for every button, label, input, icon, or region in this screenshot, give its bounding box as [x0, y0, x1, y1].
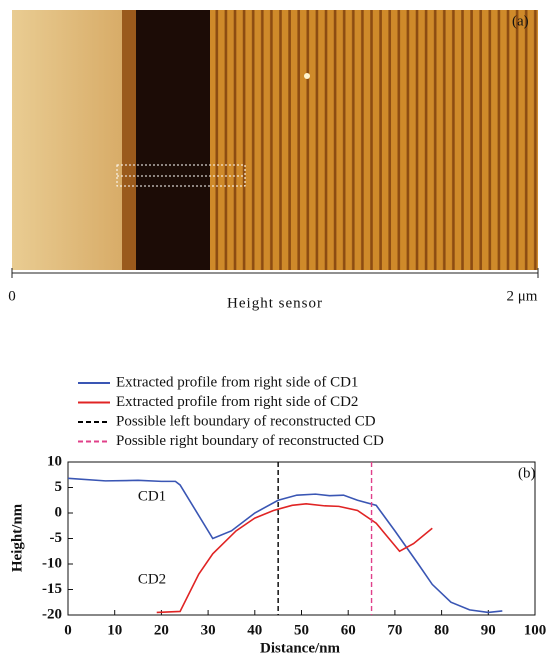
- region-stripes: [210, 10, 538, 270]
- x-tick-label: 70: [387, 622, 402, 638]
- x-tick-label: 20: [154, 622, 169, 638]
- profile-line: [156, 503, 433, 614]
- x-tick-label: 80: [434, 622, 449, 638]
- legend-label: Extracted profile from right side of CD2: [116, 394, 358, 410]
- profile-line: [67, 477, 503, 614]
- caption: Height sensor: [227, 295, 323, 311]
- legend-label: Extracted profile from right side of CD1: [116, 374, 358, 390]
- y-tick-label: -15: [42, 581, 62, 597]
- y-tick-label: -20: [42, 606, 62, 622]
- y-tick-label: 0: [55, 504, 63, 520]
- x-axis-title: Distance/nm: [260, 640, 341, 656]
- afm-image: (a) 0 2 μm Height sensor: [8, 10, 539, 311]
- y-tick-label: -10: [42, 555, 62, 571]
- legend-label: Possible left boundary of reconstructed …: [116, 413, 376, 429]
- y-tick-label: 5: [55, 479, 63, 495]
- y-tick-label: -5: [50, 530, 63, 546]
- x-tick-label: 90: [481, 622, 496, 638]
- x-tick-label: 40: [247, 622, 262, 638]
- x-tick-label: 10: [107, 622, 122, 638]
- scale-end: 2 μm: [507, 288, 538, 304]
- x-tick-label: 0: [64, 622, 72, 638]
- plot-frame: [67, 461, 536, 616]
- selection-box: [116, 164, 246, 187]
- x-tick-label: 30: [201, 622, 216, 638]
- legend-label: Possible right boundary of reconstructed…: [116, 433, 384, 449]
- annotation: CD2: [138, 571, 166, 587]
- region-dark: [136, 10, 210, 270]
- y-axis-title: Height/nm: [9, 503, 25, 572]
- particle: [304, 73, 310, 79]
- y-tick-label: 10: [47, 453, 62, 469]
- edge: [122, 10, 136, 270]
- annotation: CD1: [138, 488, 166, 504]
- scale-start: 0: [8, 288, 16, 304]
- x-tick-label: 100: [524, 622, 547, 638]
- x-tick-label: 50: [294, 622, 309, 638]
- panel-label: (a): [512, 13, 529, 29]
- x-tick-label: 60: [341, 622, 356, 638]
- region-left: [12, 10, 122, 270]
- panel-label: (b): [518, 465, 536, 481]
